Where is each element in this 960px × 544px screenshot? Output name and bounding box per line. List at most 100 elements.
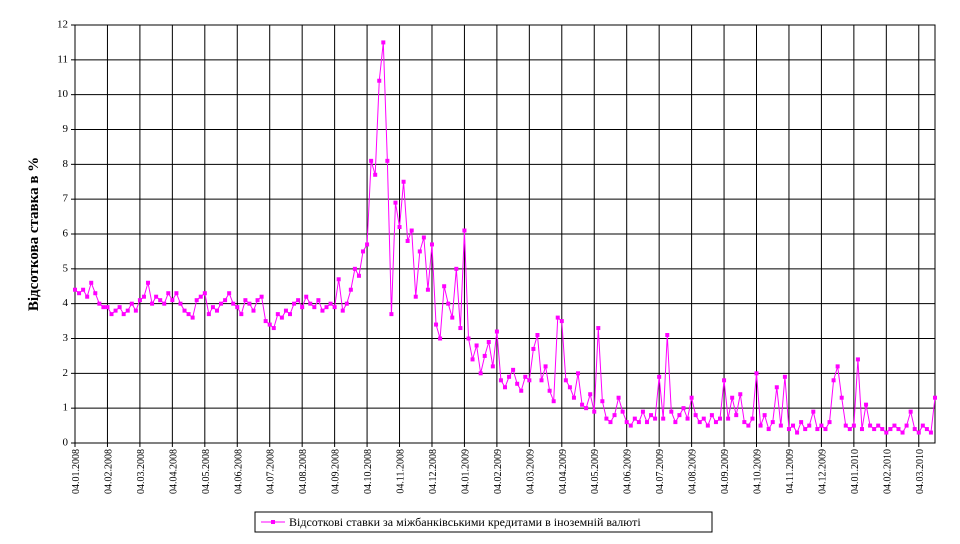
marker [462,228,467,233]
x-tick-label: 04.03.2009 [525,449,536,494]
marker [413,294,418,299]
marker [746,423,751,428]
marker [754,371,759,376]
marker [243,298,248,303]
x-tick-label: 04.02.2010 [882,449,893,494]
marker [438,336,443,341]
x-tick-label: 04.11.2008 [396,449,407,494]
y-tick-label: 2 [63,367,69,379]
marker [791,423,796,428]
marker [129,301,134,306]
marker [604,416,609,421]
marker [377,78,382,83]
marker [227,291,232,296]
marker [263,319,268,324]
marker [612,413,617,418]
y-tick-label: 4 [63,297,69,309]
marker [365,242,370,247]
marker [632,416,637,421]
marker [235,305,240,310]
marker [811,409,816,414]
x-tick-label: 04.10.2009 [753,449,764,494]
x-tick-label: 04.01.2008 [71,449,82,494]
marker [730,395,735,400]
marker [450,315,455,320]
marker [555,315,560,320]
marker [356,273,361,278]
marker [600,399,605,404]
marker [864,402,869,407]
marker [324,305,329,310]
marker [920,423,925,428]
marker [178,301,183,306]
x-tick-label: 04.05.2008 [201,449,212,494]
x-tick-label: 04.04.2008 [168,449,179,494]
marker [150,301,155,306]
marker [616,395,621,400]
marker [750,416,755,421]
marker [543,364,548,369]
marker [701,416,706,421]
marker [661,416,666,421]
marker [202,291,207,296]
legend-marker [271,520,275,524]
y-tick-label: 11 [57,53,68,65]
marker [697,420,702,425]
marker [851,423,856,428]
marker [247,301,252,306]
y-tick-label: 6 [63,228,69,240]
marker [316,298,321,303]
marker [417,249,422,254]
marker [689,395,694,400]
marker [352,266,357,271]
y-tick-label: 3 [63,332,69,344]
marker [782,374,787,379]
marker [93,291,98,296]
marker [665,333,670,338]
marker [300,305,305,310]
marker [85,294,90,299]
marker [336,277,341,282]
marker [494,329,499,334]
marker [636,420,641,425]
x-tick-label: 04.03.2008 [136,449,147,494]
marker [73,287,77,292]
marker [397,225,402,230]
marker [799,420,804,425]
marker [466,336,471,341]
marker [872,427,877,432]
marker [535,333,540,338]
marker [373,172,378,177]
marker [486,339,491,344]
marker [803,427,808,432]
x-tick-label: 04.09.2008 [331,449,342,494]
marker [255,298,260,303]
y-tick-label: 12 [57,19,68,31]
marker [81,287,86,292]
marker [158,298,163,303]
marker [146,280,151,285]
marker [154,294,159,299]
marker [551,399,556,404]
marker [608,420,613,425]
x-tick-label: 04.12.2009 [817,449,828,494]
marker [271,326,276,331]
marker [795,430,800,435]
marker [182,308,187,313]
marker [644,420,649,425]
marker [876,423,881,428]
marker [567,385,572,390]
x-tick-label: 04.03.2010 [915,449,926,494]
marker [827,420,832,425]
x-tick-label: 04.07.2009 [655,449,666,494]
marker [624,420,629,425]
marker [393,200,398,205]
marker [758,423,763,428]
marker [482,353,487,358]
marker [162,301,167,306]
marker [884,430,889,435]
marker [105,305,110,310]
marker [210,305,215,310]
marker [677,413,682,418]
marker [592,409,597,414]
